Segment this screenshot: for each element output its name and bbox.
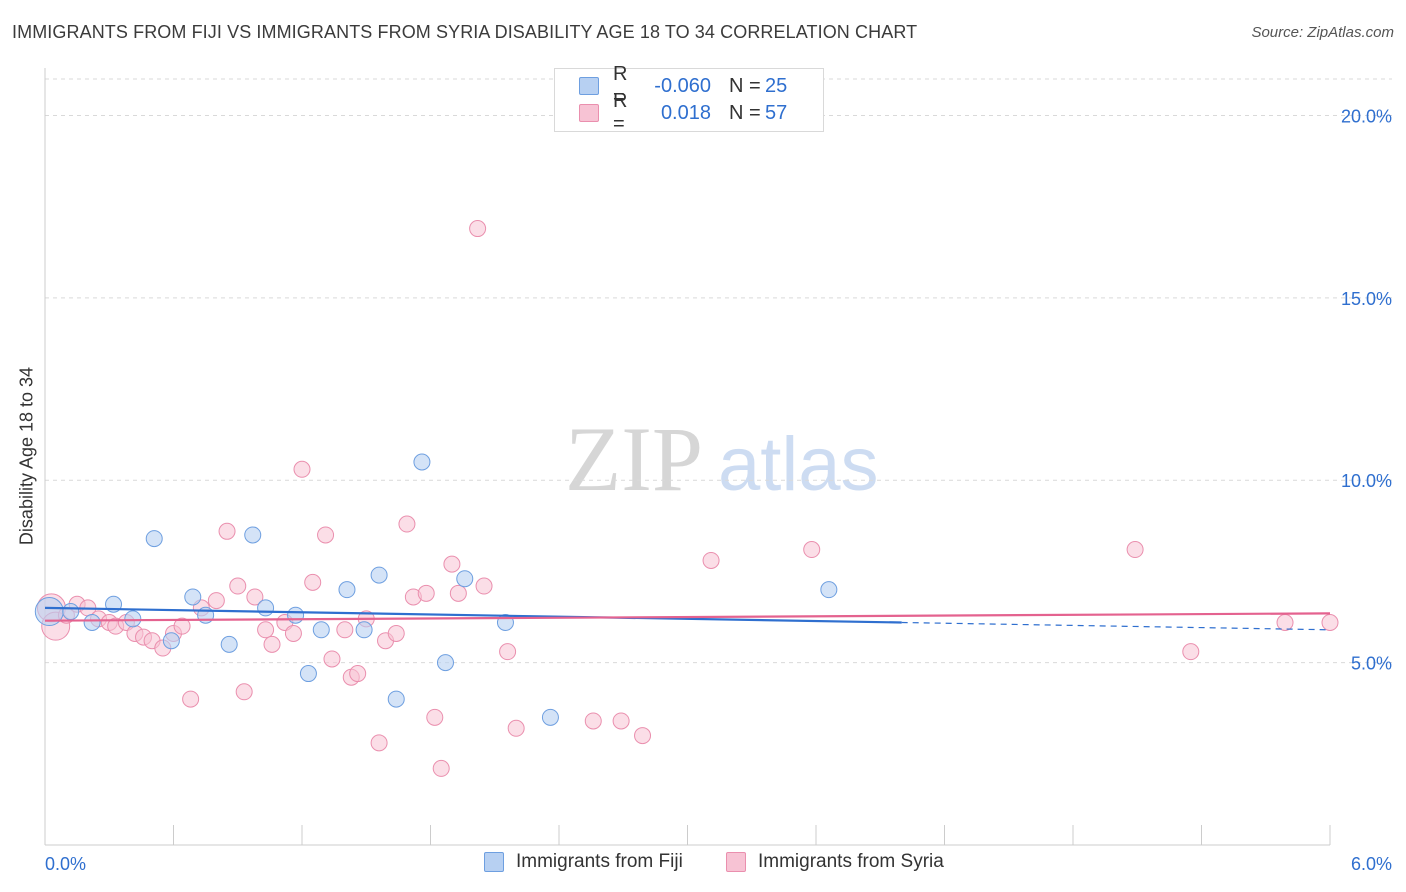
syria-point bbox=[323, 650, 341, 668]
fiji-legend-swatch bbox=[484, 852, 504, 872]
r-label: R = bbox=[613, 90, 628, 135]
fiji-point bbox=[299, 665, 317, 683]
fiji-trend-extension bbox=[901, 621, 1331, 631]
fiji-point bbox=[287, 606, 305, 624]
syria-point bbox=[1276, 613, 1294, 631]
syria-swatch bbox=[579, 104, 599, 122]
legend-item-fiji[interactable]: Immigrants from Fiji bbox=[484, 851, 683, 873]
syria-point bbox=[398, 515, 416, 533]
fiji-point bbox=[124, 610, 142, 628]
syria-point bbox=[475, 577, 493, 595]
stats-row-syria: R = 0.018 N = 57 bbox=[579, 90, 788, 135]
syria-point bbox=[1321, 613, 1339, 631]
x-tick-label-max: 6.0% bbox=[1351, 854, 1392, 874]
n-value-syria: 57 bbox=[765, 101, 788, 124]
syria-point bbox=[387, 624, 405, 642]
n-value-fiji: 25 bbox=[765, 74, 788, 97]
syria-point bbox=[1126, 541, 1144, 559]
syria-point bbox=[284, 624, 302, 642]
syria-point bbox=[336, 621, 354, 639]
y-tick-label: 15.0% bbox=[1341, 289, 1392, 309]
syria-point bbox=[349, 665, 367, 683]
syria-point bbox=[702, 551, 720, 569]
fiji-trend-line bbox=[44, 606, 902, 624]
fiji-point bbox=[184, 588, 202, 606]
fiji-point bbox=[413, 453, 431, 471]
syria-point bbox=[469, 220, 487, 238]
series-legend: Immigrants from Fiji Immigrants from Syr… bbox=[0, 851, 1406, 877]
syria-point bbox=[317, 526, 335, 544]
syria-point bbox=[417, 584, 435, 602]
syria-point bbox=[612, 712, 630, 730]
fiji-point bbox=[355, 621, 373, 639]
legend-label-syria: Immigrants from Syria bbox=[758, 851, 944, 872]
fiji-point bbox=[436, 654, 454, 672]
fiji-point bbox=[145, 530, 163, 548]
syria-point bbox=[507, 719, 525, 737]
syria-point bbox=[803, 541, 821, 559]
syria-point bbox=[426, 708, 444, 726]
syria-point bbox=[218, 522, 236, 540]
syria-point bbox=[584, 712, 602, 730]
syria-point bbox=[499, 643, 517, 661]
n-label: N = bbox=[729, 101, 761, 124]
syria-point bbox=[1182, 643, 1200, 661]
fiji-point bbox=[338, 581, 356, 599]
y-tick-label: 5.0% bbox=[1351, 654, 1392, 674]
r-value-fiji: -0.060 bbox=[654, 74, 711, 97]
legend-item-syria[interactable]: Immigrants from Syria bbox=[726, 851, 944, 873]
syria-point bbox=[263, 635, 281, 653]
fiji-point bbox=[312, 621, 330, 639]
fiji-swatch bbox=[579, 77, 599, 95]
fiji-point bbox=[456, 570, 474, 588]
fiji-point bbox=[370, 566, 388, 584]
y-axis-label: Disability Age 18 to 34 bbox=[16, 366, 37, 546]
fiji-point bbox=[257, 599, 275, 617]
n-label: N = bbox=[729, 74, 761, 97]
fiji-point bbox=[820, 581, 838, 599]
syria-point bbox=[207, 592, 225, 610]
y-tick-label: 10.0% bbox=[1341, 471, 1392, 491]
syria-point bbox=[173, 617, 191, 635]
stats-legend: R = -0.060 N = 25 R = 0.018 N = 57 bbox=[554, 63, 824, 135]
syria-point bbox=[257, 621, 275, 639]
syria-point bbox=[293, 460, 311, 478]
syria-point bbox=[443, 555, 461, 573]
syria-point bbox=[229, 577, 247, 595]
watermark-atlas: atlas bbox=[718, 422, 879, 507]
syria-point bbox=[182, 690, 200, 708]
chart-title: IMMIGRANTS FROM FIJI VS IMMIGRANTS FROM … bbox=[12, 22, 918, 42]
watermark-zip: ZIP bbox=[565, 408, 703, 510]
fiji-point bbox=[387, 690, 405, 708]
fiji-point bbox=[220, 635, 238, 653]
r-label: R = bbox=[613, 63, 628, 108]
fiji-point bbox=[62, 603, 80, 621]
source-credit: Source: ZipAtlas.com bbox=[1251, 24, 1394, 41]
syria-point bbox=[304, 573, 322, 591]
syria-point bbox=[634, 727, 652, 745]
syria-point bbox=[449, 584, 467, 602]
y-tick-label: 20.0% bbox=[1341, 106, 1392, 126]
syria-point bbox=[246, 588, 264, 606]
fiji-point bbox=[244, 526, 262, 544]
fiji-point bbox=[162, 632, 180, 650]
r-value-syria: 0.018 bbox=[660, 101, 711, 124]
syria-point bbox=[235, 683, 253, 701]
syria-trend-line bbox=[44, 612, 1331, 622]
fiji-point bbox=[541, 708, 559, 726]
syria-point bbox=[432, 759, 450, 777]
syria-legend-swatch bbox=[726, 852, 746, 872]
x-tick-label-min: 0.0% bbox=[45, 854, 86, 874]
fiji-point bbox=[83, 613, 101, 631]
syria-point bbox=[370, 734, 388, 752]
stats-row-fiji: R = -0.060 N = 25 bbox=[579, 63, 788, 108]
legend-label-fiji: Immigrants from Fiji bbox=[516, 851, 683, 872]
